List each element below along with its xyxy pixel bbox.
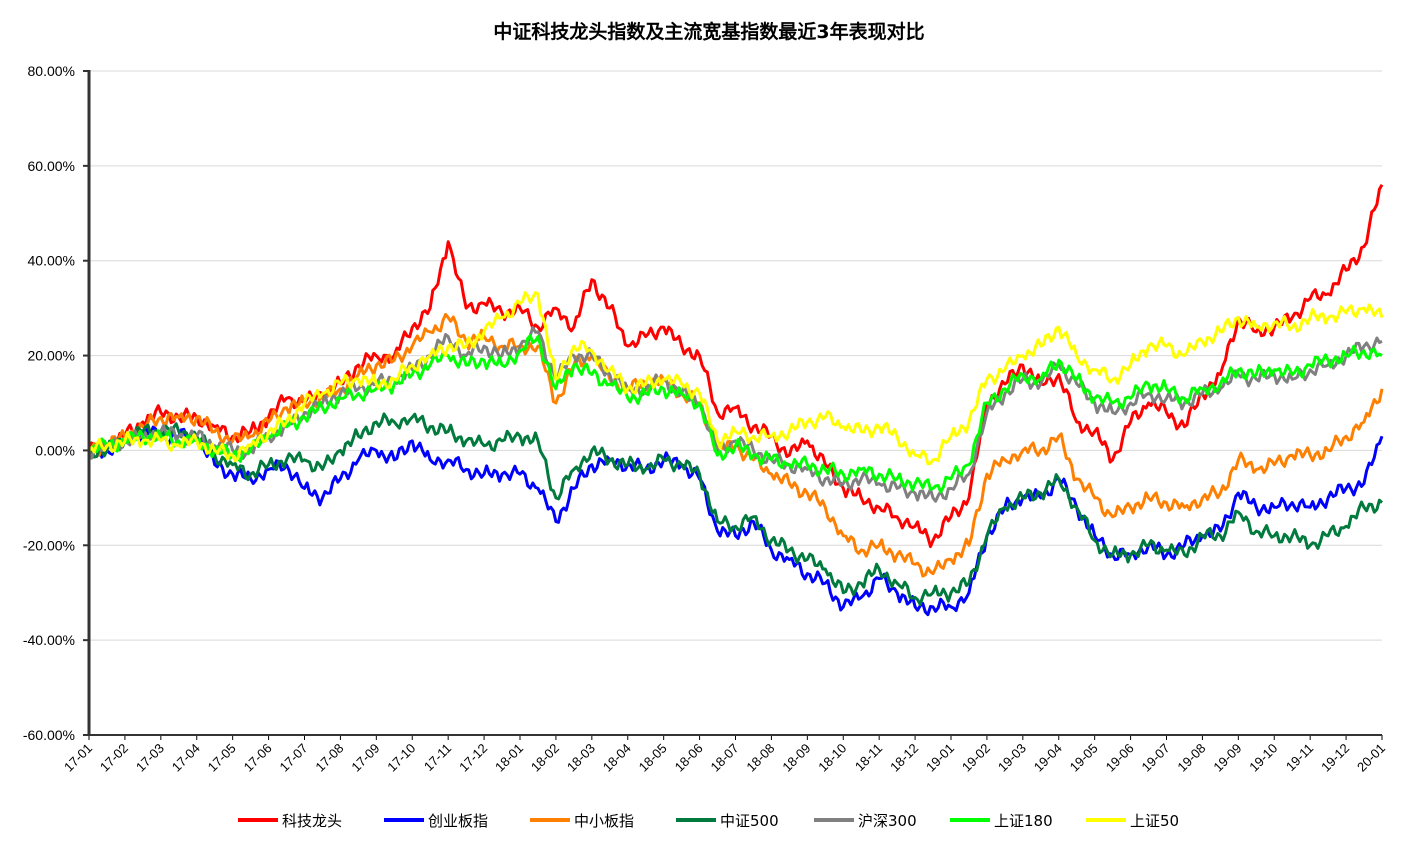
x-tick-label: 19-05	[1067, 741, 1101, 775]
x-tick-label: 18-10	[815, 741, 849, 775]
x-tick-label: 18-12	[887, 741, 921, 775]
x-tick-label: 17-01	[61, 741, 95, 775]
legend-label: 沪深300	[858, 812, 917, 830]
series-line-5	[88, 334, 1383, 494]
x-tick-label: 17-05	[205, 741, 239, 775]
y-tick-label: 40.00%	[28, 253, 75, 269]
x-tick-label: 18-07	[708, 741, 742, 775]
x-tick-label: 19-03	[995, 741, 1029, 775]
x-tick-label: 18-04	[600, 741, 634, 775]
x-tick-label: 18-06	[672, 741, 706, 775]
y-tick-label: 60.00%	[28, 158, 75, 174]
x-tick-label: 19-01	[923, 741, 957, 775]
y-axis-tick-labels: 80.00% 60.00% 40.00% 20.00% 0.00% -20.00% -40.…	[23, 63, 75, 743]
y-tick-label: 80.00%	[28, 63, 75, 79]
x-tick-label: 17-09	[348, 741, 382, 775]
y-tick-label: -40.00%	[23, 632, 75, 648]
x-tick-label: 18-02	[528, 741, 562, 775]
x-tick-label: 17-07	[277, 741, 311, 775]
series-lines	[87, 184, 1384, 617]
x-tick-label: 18-01	[492, 741, 526, 775]
x-tick-label: 18-11	[852, 741, 885, 774]
legend-label: 上证180	[994, 812, 1053, 830]
x-tick-label: 17-04	[169, 741, 203, 775]
x-tick-label: 19-04	[1031, 741, 1065, 775]
series-line-6	[87, 291, 1384, 466]
x-tick-label: 17-03	[133, 741, 167, 775]
x-tick-label: 19-02	[959, 741, 993, 775]
x-tick-label: 19-09	[1210, 741, 1244, 775]
x-tick-label: 17-11	[421, 741, 454, 774]
chart-title: 中证科技龙头指数及主流宽基指数最近3年表现对比	[493, 20, 924, 43]
y-tick-label: 20.00%	[28, 348, 75, 364]
x-tick-label: 17-06	[241, 741, 275, 775]
y-tick-label: 0.00%	[35, 442, 75, 458]
legend-label: 创业板指	[428, 812, 488, 830]
x-tick-label: 19-12	[1318, 741, 1352, 775]
legend-label: 中小板指	[574, 812, 634, 830]
x-tick-label: 17-10	[384, 741, 418, 775]
x-tick-label: 19-07	[1139, 741, 1173, 775]
series-line-4	[87, 326, 1383, 503]
x-tick-label: 19-06	[1103, 741, 1137, 775]
legend-label: 科技龙头	[282, 812, 342, 830]
series-line-3	[87, 412, 1384, 606]
x-tick-label: 17-02	[97, 741, 131, 775]
x-tick-label: 18-05	[636, 741, 670, 775]
x-tick-label: 18-09	[779, 741, 813, 775]
x-tick-label: 19-10	[1246, 741, 1280, 775]
legend-label: 中证500	[720, 812, 779, 830]
series-line-1	[88, 425, 1384, 617]
x-tick-label: 17-08	[312, 741, 346, 775]
y-tick-label: -60.00%	[23, 727, 75, 743]
x-tick-label: 18-03	[564, 741, 598, 775]
gridlines	[89, 70, 1382, 641]
x-axis-tick-labels: 17-01 17-02 17-03 17-04 17-05 17-06 17-07 17-08…	[61, 735, 1388, 775]
x-tick-label: 19-08	[1174, 741, 1208, 775]
legend: 科技龙头 创业板指 中小板指 中证500 沪深300 上证180 上证50	[238, 812, 1179, 830]
series-line-0	[87, 184, 1384, 549]
x-tick-label: 20-01	[1354, 741, 1388, 775]
y-tick-label: -20.00%	[23, 537, 75, 553]
legend-label: 上证50	[1130, 812, 1179, 830]
x-tick-label: 19-11	[1283, 741, 1316, 774]
x-tick-label: 18-08	[743, 741, 777, 775]
x-tick-label: 17-12	[456, 741, 490, 775]
axes	[83, 70, 1382, 736]
